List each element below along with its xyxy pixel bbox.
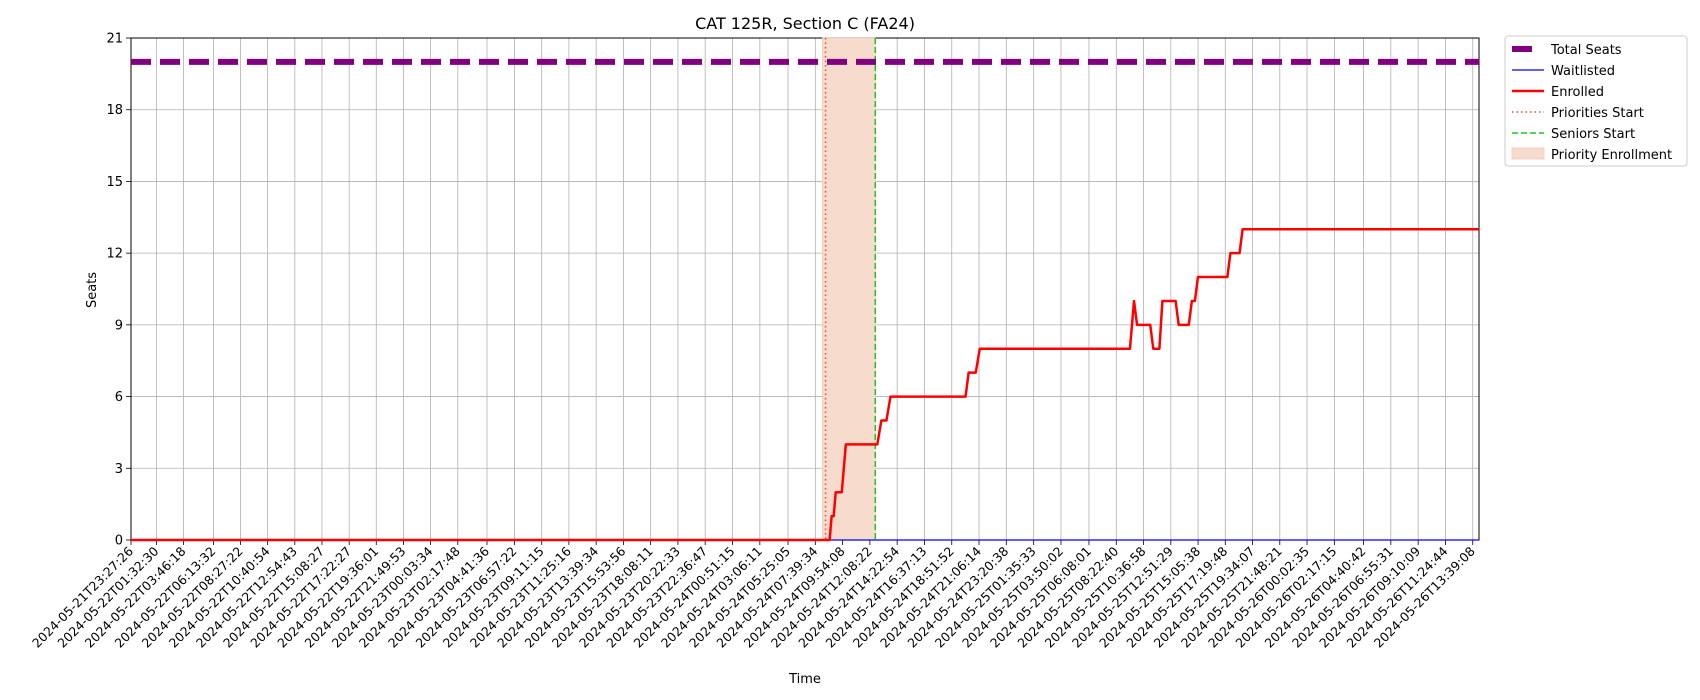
y-tick-label: 15: [106, 175, 123, 190]
chart-title: CAT 125R, Section C (FA24): [695, 14, 915, 33]
legend-seniors-start-label: Seniors Start: [1551, 127, 1635, 142]
priority-enrollment-band: [822, 37, 876, 541]
enrolled-line: [131, 227, 1479, 542]
legend-priority-enrollment-label: Priority Enrollment: [1551, 148, 1672, 163]
x-axis-label: Time: [788, 672, 821, 687]
legend-priorities-start-label: Priorities Start: [1551, 106, 1644, 121]
y-tick-label: 12: [106, 247, 123, 262]
plot-layer: [131, 37, 1479, 542]
y-tick-label: 9: [115, 318, 123, 333]
axes-layer: 0369121518212024-05-21T23:27:262024-05-2…: [29, 32, 1480, 651]
y-tick-label: 21: [106, 32, 123, 47]
y-tick-label: 3: [115, 462, 123, 477]
legend: Total Seats Waitlisted Enrolled Prioriti…: [1504, 35, 1688, 167]
legend-waitlisted-label: Waitlisted: [1551, 64, 1615, 79]
legend-frame: [1504, 35, 1688, 167]
legend-priority-enrollment-swatch: [1511, 147, 1545, 160]
y-tick-label: 0: [115, 534, 123, 549]
y-tick-label: 18: [106, 103, 123, 118]
y-tick-label: 6: [115, 390, 123, 405]
legend-total-seats-label: Total Seats: [1550, 43, 1622, 58]
y-axis-label: Seats: [85, 272, 100, 308]
plot-frame: [130, 37, 1480, 541]
legend-enrolled-label: Enrolled: [1551, 85, 1604, 100]
